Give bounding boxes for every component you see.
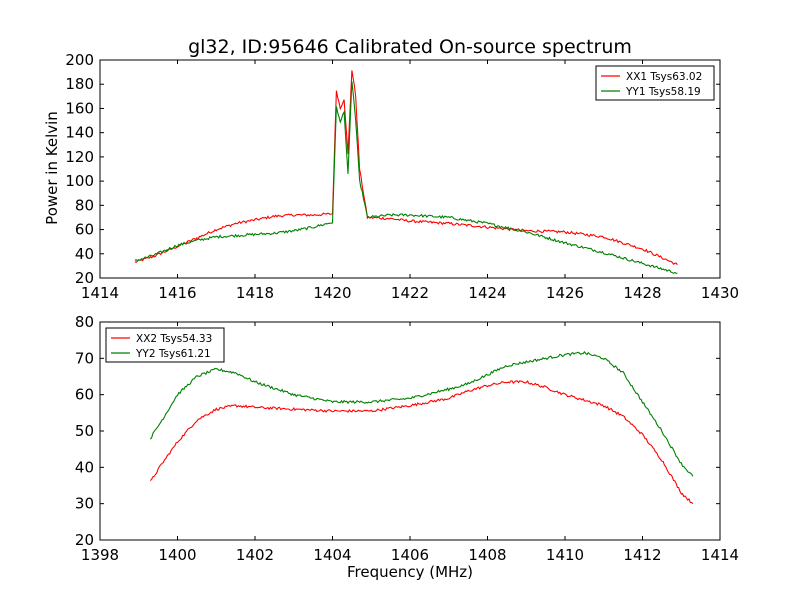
x-tick-label: 1398 — [81, 546, 119, 564]
x-tick-label: 1400 — [158, 546, 196, 564]
legend: XX1 Tsys63.02 YY1 Tsys58.19 — [595, 65, 715, 101]
legend-entry: XX2 Tsys54.33 — [136, 333, 212, 345]
y-tick-label: 70 — [75, 349, 94, 367]
y-tick-label: 100 — [65, 172, 94, 190]
x-tick-label: 1430 — [701, 284, 739, 302]
legend-box — [595, 65, 715, 101]
x-tick-label: 1416 — [158, 284, 196, 302]
y-tick-label: 20 — [75, 269, 94, 287]
y-tick-label: 200 — [65, 51, 94, 69]
figure-title: gl32, ID:95646 Calibrated On-source spec… — [188, 36, 632, 58]
legend: XX2 Tsys54.33 YY2 Tsys61.21 — [105, 327, 225, 363]
y-tick-label: 30 — [75, 495, 94, 513]
x-tick-label: 1406 — [391, 546, 429, 564]
y-tick-label: 80 — [75, 196, 94, 214]
x-tick-label: 1410 — [546, 546, 584, 564]
x-tick-label: 1422 — [391, 284, 429, 302]
top-spectrum-panel: 1414 1416 1418 1420 1422 1424 1426 1428 1430 20 40… — [65, 51, 739, 302]
y-tick-label: 50 — [75, 422, 94, 440]
legend-entry: YY1 Tsys58.19 — [625, 86, 701, 98]
series-line-yy2 — [149, 351, 694, 477]
y-tick-label: 140 — [65, 124, 94, 142]
bottom-spectrum-panel: 1398 1400 1402 1404 1406 1408 1410 1412 1414 20 30… — [75, 313, 739, 564]
x-tick-label: 1418 — [236, 284, 274, 302]
legend-entry: YY2 Tsys61.21 — [135, 348, 211, 360]
y-tick-label: 120 — [65, 148, 94, 166]
x-tick-label: 1414 — [701, 546, 739, 564]
x-tick-label: 1428 — [623, 284, 661, 302]
y-tick-label: 60 — [75, 386, 94, 404]
y-tick-label: 40 — [75, 458, 94, 476]
legend-box — [105, 327, 225, 363]
y-tick-label: 40 — [75, 245, 94, 263]
y-axis-label: Power in Kelvin — [43, 111, 61, 225]
x-tick-label: 1414 — [81, 284, 119, 302]
x-tick-label: 1426 — [546, 284, 584, 302]
x-tick-label: 1404 — [313, 546, 351, 564]
y-tick-label: 20 — [75, 531, 94, 549]
x-tick-label: 1412 — [623, 546, 661, 564]
series-line-xx1 — [134, 70, 678, 266]
y-tick-label: 160 — [65, 99, 94, 117]
y-tick-label: 80 — [75, 313, 94, 331]
x-tick-label: 1420 — [313, 284, 351, 302]
x-tick-label: 1402 — [236, 546, 274, 564]
x-tick-label: 1408 — [468, 546, 506, 564]
series-line-xx2 — [149, 380, 694, 505]
x-tick-label: 1424 — [468, 284, 506, 302]
y-tick-label: 180 — [65, 75, 94, 93]
series-line-yy1 — [134, 81, 678, 274]
x-axis-label: Frequency (MHz) — [347, 563, 473, 581]
y-tick-label: 60 — [75, 221, 94, 239]
legend-entry: XX1 Tsys63.02 — [626, 71, 702, 83]
